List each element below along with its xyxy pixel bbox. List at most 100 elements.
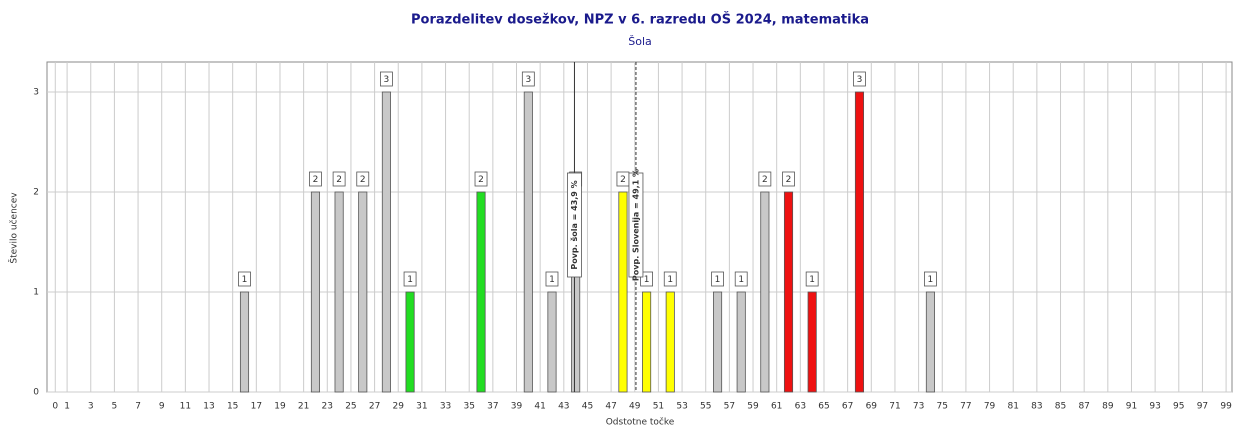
- value-label-box: [758, 171, 772, 187]
- y-tick-label: 3: [33, 88, 39, 98]
- x-tick-label: 9: [159, 402, 165, 412]
- x-tick-label: 15: [227, 402, 238, 412]
- x-tick-label: 57: [724, 402, 735, 412]
- x-tick-label: 7: [135, 402, 141, 412]
- bar: [642, 291, 652, 393]
- x-tick-label: 35: [463, 402, 474, 412]
- x-tick-label: 0: [52, 402, 58, 412]
- value-label: 1: [809, 275, 815, 285]
- x-tick-label: 99: [1220, 402, 1232, 412]
- value-label-box: [474, 171, 488, 187]
- x-tick-label: 51: [653, 402, 664, 412]
- value-label: 2: [478, 175, 484, 185]
- x-tick-label: 41: [534, 402, 545, 412]
- x-tick-label: 47: [605, 402, 616, 412]
- value-label-box: [380, 71, 393, 87]
- x-tick-label: 39: [511, 402, 523, 412]
- bar: [547, 291, 557, 393]
- annotation-box: [628, 172, 644, 278]
- value-label-box: [640, 271, 653, 287]
- x-tick-label: 33: [440, 402, 451, 412]
- chart-title: Porazdelitev dosežkov, NPZ v 6. razredu …: [411, 12, 869, 28]
- value-label: 1: [549, 275, 555, 285]
- x-tick-label: 19: [274, 402, 286, 412]
- value-label-box: [238, 271, 251, 287]
- value-label: 1: [644, 275, 650, 285]
- x-tick-label: 95: [1173, 402, 1184, 412]
- annotation-label: Povp. šola = 43,9 %: [569, 180, 579, 269]
- value-label: 2: [786, 175, 792, 185]
- y-axis-label: Število učencev: [8, 192, 20, 264]
- x-tick-label: 45: [582, 402, 593, 412]
- value-label: 1: [715, 275, 721, 285]
- value-label-box: [734, 271, 748, 287]
- y-tick-label: 0: [33, 388, 39, 398]
- x-tick-label: 11: [180, 402, 191, 412]
- bar: [618, 191, 628, 393]
- value-label: 1: [407, 275, 413, 285]
- value-label: 3: [857, 75, 863, 85]
- value-label-box: [805, 271, 819, 287]
- x-tick-label: 59: [747, 402, 759, 412]
- x-tick-label: 5: [112, 402, 118, 412]
- x-tick-label: 3: [88, 402, 94, 412]
- value-label-box: [521, 71, 535, 87]
- bar: [807, 291, 817, 393]
- bar: [381, 91, 391, 393]
- bar: [476, 191, 486, 393]
- x-tick-label: 87: [1078, 402, 1089, 412]
- value-label: 2: [360, 175, 366, 185]
- value-label-box: [924, 271, 937, 287]
- value-label: 3: [525, 75, 531, 85]
- x-tick-label: 43: [558, 402, 569, 412]
- y-tick-label: 1: [33, 288, 39, 298]
- value-label: 2: [762, 175, 768, 185]
- bar: [925, 291, 935, 393]
- value-label: 1: [242, 275, 248, 285]
- x-tick-label: 1: [64, 402, 70, 412]
- chart-subtitle: Šola: [628, 35, 652, 48]
- x-axis-label: Odstotne točke: [606, 417, 675, 428]
- x-tick-label: 81: [1007, 402, 1018, 412]
- x-tick-label: 23: [322, 402, 333, 412]
- bar: [334, 191, 344, 393]
- value-label: 2: [620, 175, 626, 185]
- x-tick-label: 55: [700, 402, 711, 412]
- value-label-box: [309, 171, 322, 187]
- x-tick-label: 69: [866, 402, 878, 412]
- value-label-box: [663, 271, 677, 287]
- x-tick-label: 67: [842, 402, 853, 412]
- x-tick-label: 49: [629, 402, 641, 412]
- value-label-box: [332, 171, 346, 187]
- x-tick-label: 85: [1055, 402, 1066, 412]
- x-tick-label: 27: [369, 402, 380, 412]
- x-tick-label: 53: [676, 402, 687, 412]
- x-tick-label: 37: [487, 402, 498, 412]
- value-label-box: [403, 271, 417, 287]
- x-tick-label: 21: [298, 402, 309, 412]
- bar: [783, 191, 794, 393]
- bar: [665, 291, 675, 393]
- bar: [713, 291, 723, 393]
- x-tick-label: 77: [960, 402, 971, 412]
- value-label: 2: [313, 175, 319, 185]
- bar: [523, 91, 533, 393]
- x-tick-label: 93: [1149, 402, 1160, 412]
- x-tick-label: 91: [1126, 402, 1137, 412]
- value-label-box: [711, 271, 724, 287]
- value-label: 3: [384, 75, 390, 85]
- bar: [736, 291, 746, 393]
- bar: [854, 91, 865, 393]
- y-tick-label: 2: [33, 188, 39, 198]
- value-label: 1: [667, 275, 673, 285]
- value-label: 2: [336, 175, 342, 185]
- x-tick-label: 71: [889, 402, 900, 412]
- x-tick-label: 79: [984, 402, 996, 412]
- x-tick-label: 75: [937, 402, 948, 412]
- x-tick-label: 61: [771, 402, 782, 412]
- bar: [405, 291, 415, 393]
- value-label: 1: [738, 275, 744, 285]
- annotation-box: [567, 172, 582, 278]
- x-tick-label: 25: [345, 402, 356, 412]
- value-label: 1: [928, 275, 934, 285]
